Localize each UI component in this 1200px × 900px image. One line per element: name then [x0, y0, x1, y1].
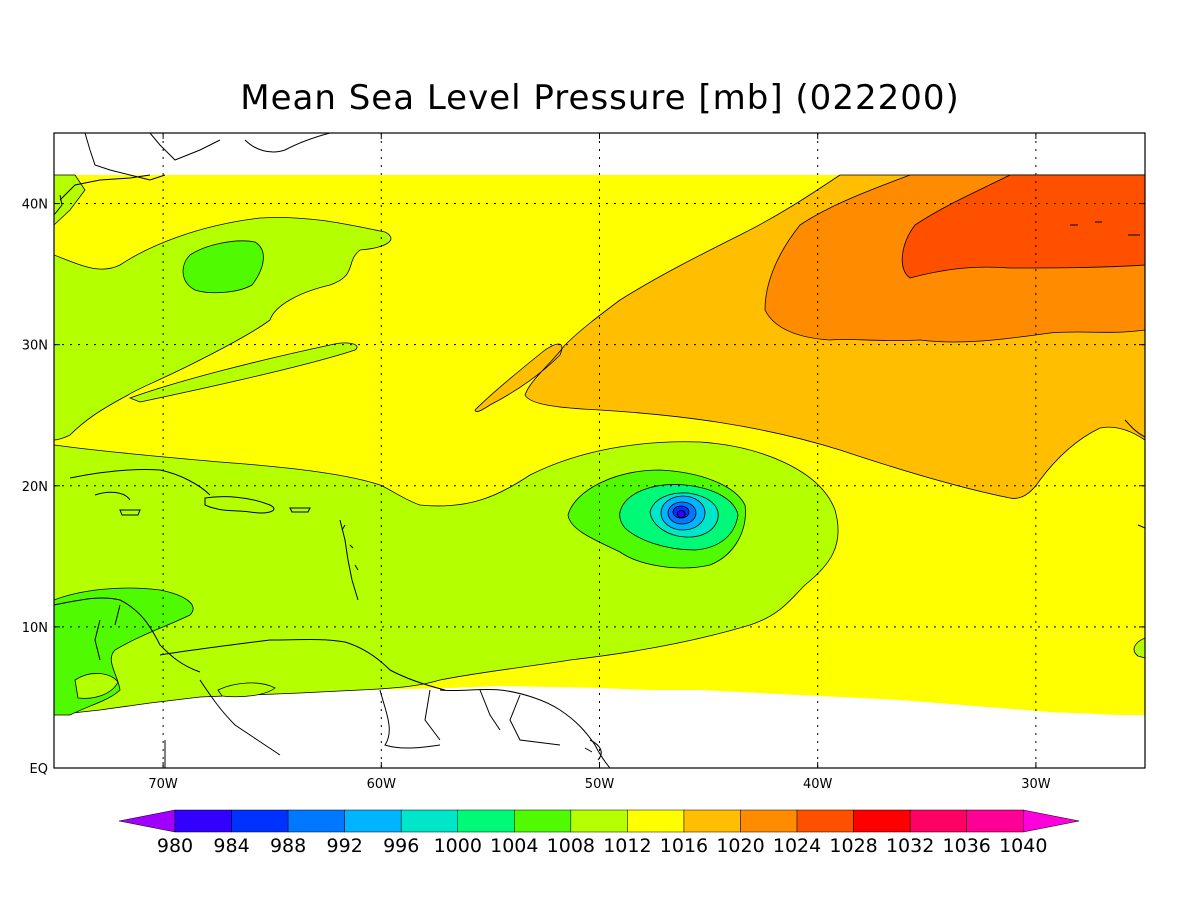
coastline-guianas: [439, 688, 611, 768]
x-tick-label: 60W: [367, 777, 397, 792]
y-tick-label: 20N: [22, 480, 48, 495]
colorbar-swatch: [627, 809, 685, 833]
colorbar-swatch: [570, 809, 628, 833]
x-axis: 70W 60W 50W 40W 30W: [148, 133, 1051, 792]
colorbar-label: 1004: [490, 835, 538, 857]
y-tick-label: 40N: [22, 198, 48, 213]
colorbar-label: 1036: [943, 835, 991, 857]
coastline-lesser-antilles: [339, 519, 359, 601]
x-tick-label: 50W: [585, 777, 615, 792]
colorbar-swatch: [344, 809, 402, 833]
colorbar-label: 1024: [773, 835, 821, 857]
storm-center-980: [676, 510, 686, 518]
coastlines: [54, 133, 1145, 768]
colorbar-arrow-low: [118, 809, 176, 833]
coastline-guianas-borders: [379, 689, 561, 749]
contour-fill-1008-sw-inner: [74, 673, 276, 699]
colorbar: 980 984 988 992 996 1000 1004 1008 1012 1016 1020 1…: [118, 809, 1080, 857]
colorbar-label: 1040: [999, 835, 1047, 857]
colorbar-swatch: [231, 809, 289, 833]
colorbar-label: 988: [270, 835, 306, 857]
colorbar-arrow-high: [1023, 809, 1080, 833]
coastline-nova-scotia: [149, 133, 221, 161]
y-tick-label: 10N: [22, 621, 48, 636]
x-tick-label: 30W: [1021, 777, 1051, 792]
colorbar-swatch: [966, 809, 1024, 833]
colorbar-swatch: [909, 809, 967, 833]
storm-low: [567, 469, 746, 569]
x-tick-label: 40W: [803, 777, 833, 792]
colorbar-label: 996: [383, 835, 419, 857]
coastline-puerto-rico: [289, 507, 311, 513]
colorbar-label: 1020: [716, 835, 764, 857]
coastline-azores: [1070, 221, 1140, 236]
colorbar-swatch: [740, 809, 798, 833]
coastline-cuba: [69, 468, 211, 501]
colorbar-label: 1028: [829, 835, 877, 857]
colorbar-label: 980: [157, 835, 193, 857]
colorbar-swatch: [853, 809, 911, 833]
x-tick-label: 70W: [148, 777, 178, 792]
coastline-hispaniola: [204, 496, 275, 514]
coastline-newfoundland: [244, 133, 331, 153]
contour-fill-1008-east: [1133, 637, 1145, 659]
y-tick-label: 30N: [22, 339, 48, 354]
coastline-venezuela: [159, 639, 446, 691]
colorbar-label: 1016: [660, 835, 708, 857]
colorbar-label: 1032: [886, 835, 934, 857]
contour-fill-1024: [901, 174, 1145, 279]
colorbar-swatch: [287, 809, 345, 833]
colorbar-swatch: [400, 809, 459, 833]
y-axis: EQ 10N 20N 30N 40N: [22, 198, 1145, 777]
contour-fill-1004-nw: [182, 240, 264, 294]
contour-fill-1008: [54, 174, 839, 716]
colorbar-swatch: [457, 809, 515, 833]
colorbar-swatch: [796, 809, 854, 833]
map-plot: [54, 133, 1145, 768]
y-tick-label: EQ: [30, 762, 48, 777]
page-title: Mean Sea Level Pressure [mb] (022200): [240, 78, 960, 118]
colorbar-swatch: [174, 809, 232, 833]
coastline-central-america: [54, 597, 201, 673]
colorbar-label: 984: [213, 835, 249, 857]
coastline-north-america: [54, 133, 166, 216]
colorbar-label: 1008: [547, 835, 595, 857]
colorbar-swatch: [683, 809, 741, 833]
coastline-colombia: [164, 679, 281, 768]
lat-lon-grid: [54, 133, 1145, 768]
colorbar-label: 1012: [603, 835, 651, 857]
colorbar-label: 1000: [434, 835, 482, 857]
coastline-africa: [1124, 419, 1145, 529]
coastline-jamaica: [119, 509, 141, 516]
colorbar-label: 992: [327, 835, 363, 857]
colorbar-swatch: [514, 809, 572, 833]
